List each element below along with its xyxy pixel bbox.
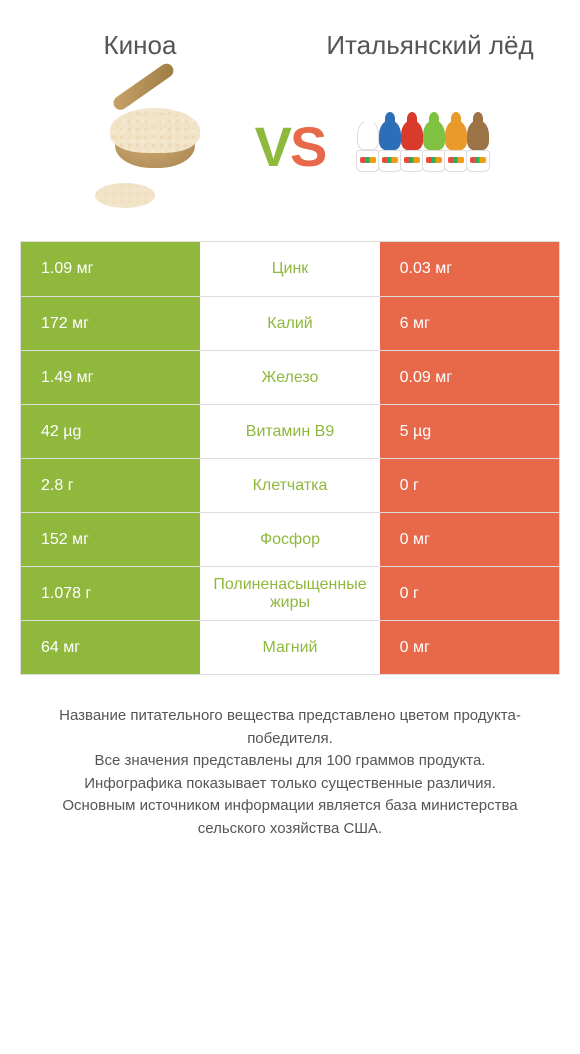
left-value: 1.49 мг	[21, 351, 200, 404]
header: Киноа Итальянский лёд	[0, 0, 580, 71]
nutrient-name: Витамин B9	[200, 405, 379, 458]
right-value: 6 мг	[380, 297, 559, 350]
left-value: 1.078 г	[21, 567, 200, 620]
ice-cream-icon	[465, 120, 491, 172]
nutrient-name: Магний	[200, 621, 379, 674]
footer-line-2: Все значения представлены для 100 граммо…	[30, 750, 550, 773]
table-row: 1.49 мгЖелезо0.09 мг	[21, 350, 559, 404]
right-value: 0.09 мг	[380, 351, 559, 404]
nutrient-name: Железо	[200, 351, 379, 404]
vs-s: S	[290, 115, 325, 178]
right-value: 0.03 мг	[380, 242, 559, 296]
table-row: 172 мгКалий6 мг	[21, 296, 559, 350]
right-value: 0 мг	[380, 513, 559, 566]
left-value: 42 µg	[21, 405, 200, 458]
images-row: VS	[0, 71, 580, 241]
right-product-title: Итальянский лёд	[320, 30, 540, 61]
footer-notes: Название питательного вещества представл…	[0, 675, 580, 840]
table-row: 1.09 мгЦинк0.03 мг	[21, 242, 559, 296]
nutrient-name: Цинк	[200, 242, 379, 296]
vs-label: VS	[255, 114, 326, 179]
footer-line-4: Основным источником информации является …	[30, 795, 550, 840]
left-value: 1.09 мг	[21, 242, 200, 296]
table-row: 42 µgВитамин B95 µg	[21, 404, 559, 458]
table-row: 2.8 гКлетчатка0 г	[21, 458, 559, 512]
table-row: 64 мгМагний0 мг	[21, 620, 559, 674]
footer-line-1: Название питательного вещества представл…	[30, 705, 550, 750]
table-row: 152 мгФосфор0 мг	[21, 512, 559, 566]
right-value: 0 мг	[380, 621, 559, 674]
left-product-image	[75, 81, 235, 211]
nutrient-name: Фосфор	[200, 513, 379, 566]
left-product-title: Киноа	[40, 30, 240, 61]
footer-line-3: Инфографика показывает только существенн…	[30, 773, 550, 796]
header-left: Киноа	[40, 30, 240, 61]
vs-v: V	[255, 115, 290, 178]
nutrient-name: Калий	[200, 297, 379, 350]
left-value: 172 мг	[21, 297, 200, 350]
table-row: 1.078 гПолиненасыщенные жиры0 г	[21, 566, 559, 620]
right-value: 5 µg	[380, 405, 559, 458]
left-value: 2.8 г	[21, 459, 200, 512]
left-value: 64 мг	[21, 621, 200, 674]
comparison-table: 1.09 мгЦинк0.03 мг172 мгКалий6 мг1.49 мг…	[20, 241, 560, 675]
left-value: 152 мг	[21, 513, 200, 566]
nutrient-name: Полиненасыщенные жиры	[200, 567, 379, 620]
right-product-image	[345, 81, 505, 211]
header-right: Итальянский лёд	[320, 30, 540, 61]
nutrient-name: Клетчатка	[200, 459, 379, 512]
right-value: 0 г	[380, 459, 559, 512]
right-value: 0 г	[380, 567, 559, 620]
